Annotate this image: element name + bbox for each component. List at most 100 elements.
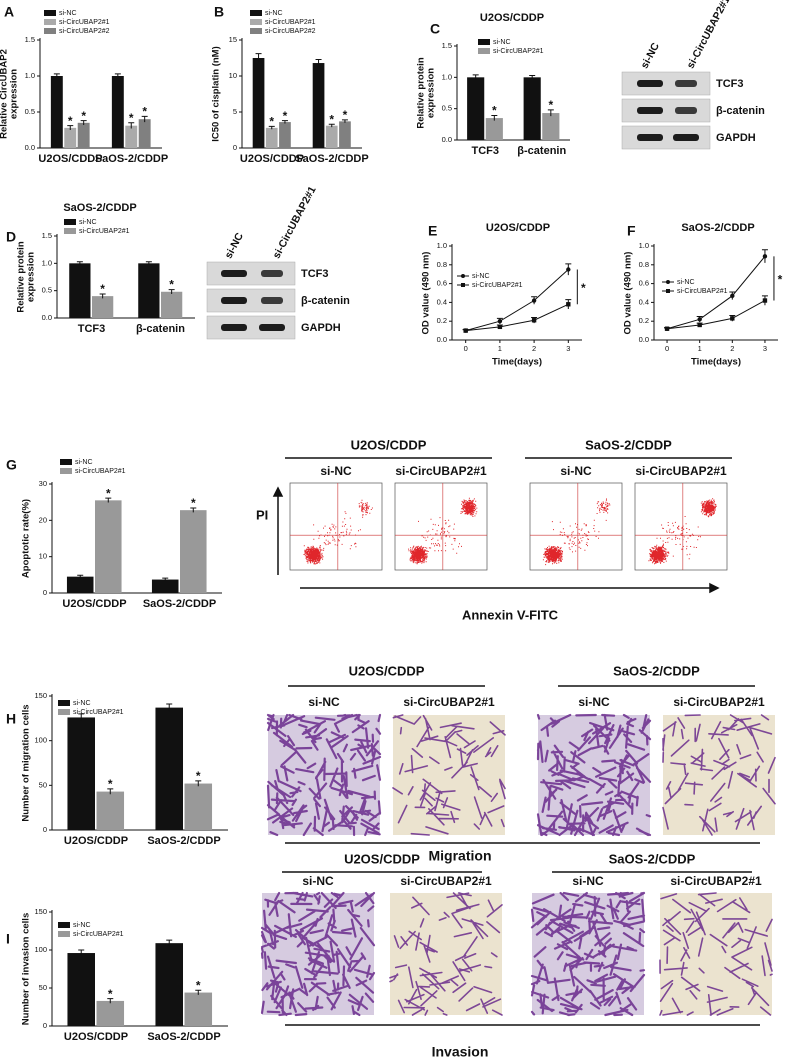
bar bbox=[138, 263, 160, 318]
lane-label: si-NC bbox=[572, 874, 604, 888]
significance-star: * bbox=[142, 104, 147, 118]
legend-label: si-CircUBAP2#1 bbox=[472, 282, 523, 289]
point bbox=[566, 302, 571, 307]
legend-swatch bbox=[44, 19, 56, 25]
point bbox=[730, 316, 735, 321]
blot-band bbox=[259, 324, 285, 331]
legend-swatch bbox=[58, 709, 70, 715]
flow-events bbox=[303, 499, 373, 565]
legend-marker bbox=[666, 280, 670, 284]
point bbox=[531, 318, 537, 323]
legend-swatch bbox=[58, 922, 70, 928]
y-tick-label: 10 bbox=[229, 71, 237, 80]
flow-plot bbox=[634, 482, 728, 571]
y-tick-label: 100 bbox=[34, 945, 47, 954]
legend-label: si-NC bbox=[493, 39, 511, 46]
blot-band bbox=[221, 324, 247, 331]
panel-letter: I bbox=[6, 931, 10, 947]
y-tick-label: 0.8 bbox=[639, 260, 649, 269]
bar bbox=[77, 122, 90, 148]
lane-label: si-NC bbox=[560, 464, 592, 478]
error-bar bbox=[107, 998, 114, 1004]
point bbox=[697, 317, 702, 322]
y-tick-label: 5 bbox=[233, 107, 237, 116]
line bbox=[465, 303, 569, 332]
y-tick-label: 1.5 bbox=[42, 231, 52, 240]
y-axis-label: Number of migration cells bbox=[21, 704, 32, 821]
x-tick-label: 3 bbox=[763, 344, 767, 353]
legend-label: si-CircUBAP2#2 bbox=[265, 28, 316, 35]
error-bar bbox=[105, 497, 112, 503]
bar bbox=[265, 127, 278, 148]
y-axis-label: Apoptotic rate(%) bbox=[21, 499, 32, 578]
quadrant-lines bbox=[395, 483, 487, 570]
flow-y-axis-label: PI bbox=[256, 507, 268, 522]
chart-title: SaOS-2/CDDP bbox=[63, 202, 136, 214]
legend-label: si-NC bbox=[73, 700, 91, 707]
legend-swatch bbox=[250, 10, 262, 16]
y-axis-label: Relative protein bbox=[16, 241, 27, 312]
cell-stain bbox=[392, 714, 506, 836]
y-tick-label: 1.0 bbox=[437, 241, 447, 250]
error-bar bbox=[281, 120, 288, 124]
micrograph bbox=[393, 715, 505, 835]
legend-label: si-NC bbox=[73, 922, 91, 929]
y-tick-label: 0.4 bbox=[639, 297, 649, 306]
row-label: TCF3 bbox=[301, 268, 329, 280]
x-axis-label: Time(days) bbox=[691, 357, 741, 368]
flow-y-arrow bbox=[272, 486, 284, 575]
panel-letter: H bbox=[6, 711, 16, 727]
point bbox=[762, 254, 768, 259]
group-title: SaOS-2/CDDP bbox=[585, 437, 672, 452]
blot-band bbox=[221, 297, 247, 304]
line bbox=[465, 269, 569, 332]
cell-stain bbox=[530, 891, 646, 1017]
error-bar bbox=[547, 109, 554, 117]
bar bbox=[64, 127, 77, 148]
bar bbox=[92, 296, 114, 318]
blot-strip bbox=[206, 261, 296, 286]
panel-letter: A bbox=[4, 4, 14, 20]
y-axis-label: Relative CircUBAP2 bbox=[0, 49, 10, 139]
error-bar bbox=[67, 125, 74, 130]
legend-swatch bbox=[250, 19, 262, 25]
x-tick-label: 1 bbox=[498, 344, 502, 353]
x-tick-label: 0 bbox=[665, 344, 669, 353]
legend-swatch bbox=[44, 10, 56, 16]
error-bar bbox=[77, 574, 84, 579]
lane-label: si-CircUBAP2#1 bbox=[395, 464, 487, 478]
y-tick-label: 1.0 bbox=[42, 258, 52, 267]
panel-letter: F bbox=[627, 223, 636, 239]
bar bbox=[67, 717, 95, 830]
cell-stain bbox=[659, 892, 773, 1016]
y-tick-label: 0.0 bbox=[442, 135, 452, 144]
bar bbox=[279, 122, 291, 148]
error-bar bbox=[472, 74, 479, 80]
x-tick-label: SaOS-2/CDDP bbox=[143, 598, 216, 610]
error-bar bbox=[80, 120, 87, 125]
y-axis-label: expression bbox=[9, 69, 20, 119]
error-bar bbox=[529, 74, 536, 80]
chart-title: SaOS-2/CDDP bbox=[681, 222, 754, 234]
legend-label: si-CircUBAP2#1 bbox=[493, 48, 544, 55]
y-tick-label: 20 bbox=[39, 515, 47, 524]
micrograph bbox=[663, 715, 775, 835]
significance-star: * bbox=[492, 104, 497, 118]
bar bbox=[66, 576, 94, 593]
bar bbox=[111, 76, 124, 148]
error-bar bbox=[141, 115, 148, 123]
bar bbox=[184, 992, 213, 1026]
bar bbox=[50, 76, 63, 148]
legend-label: si-CircUBAP2#1 bbox=[75, 468, 126, 475]
legend-label: si-NC bbox=[265, 10, 283, 17]
y-tick-label: 0.5 bbox=[442, 104, 452, 113]
y-tick-label: 50 bbox=[39, 780, 47, 789]
y-axis-label: IC50 of cisplatin (nM) bbox=[211, 46, 222, 142]
lane-label: si-CircUBAP2#1 bbox=[635, 464, 727, 478]
point bbox=[497, 319, 503, 324]
caption: Invasion bbox=[432, 1044, 489, 1060]
y-tick-label: 50 bbox=[39, 983, 47, 992]
y-tick-label: 100 bbox=[34, 736, 47, 745]
bar bbox=[95, 500, 122, 593]
